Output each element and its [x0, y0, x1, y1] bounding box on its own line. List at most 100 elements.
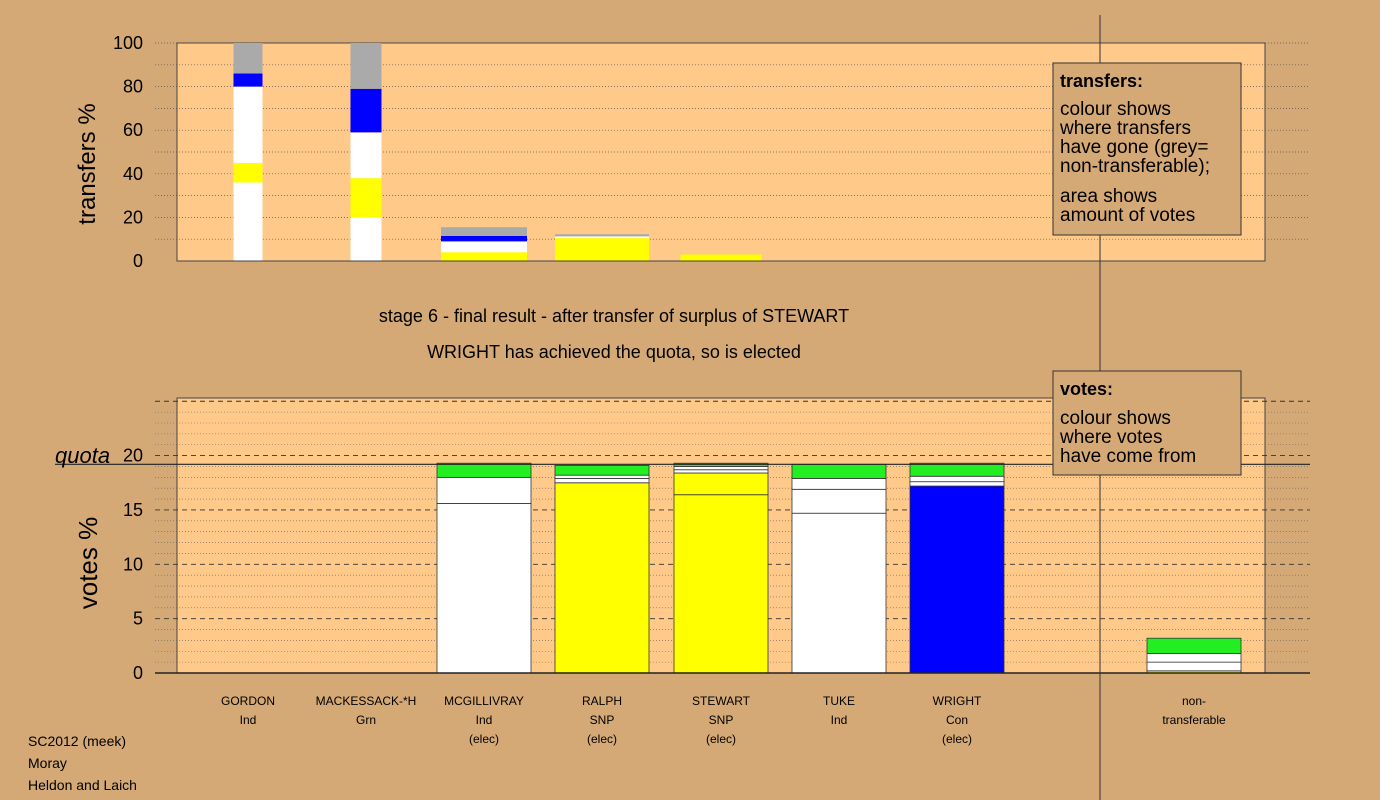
bar-segment: [909, 475, 1005, 483]
tick-label: 15: [123, 500, 143, 520]
transfers-legend-line: where transfers: [1059, 118, 1191, 139]
bar-segment: [909, 481, 1005, 487]
stage-title: stage 6 - final result - after transfer …: [379, 306, 849, 326]
bar-segment: [350, 88, 382, 133]
tick-label: 20: [123, 446, 143, 466]
candidate-labels: GORDON Ind MACKESSACK-*H Grn MCGILLIVRAY Ind (…: [221, 694, 1226, 746]
bar-segment: [350, 217, 382, 261]
candidate-label-line: SNP: [709, 713, 734, 727]
candidate-label-line: Ind: [476, 713, 493, 727]
candidate-label: WRIGHT Con (elec): [933, 694, 982, 746]
transfers-legend-line: area shows: [1060, 186, 1157, 207]
bar-segment: [673, 494, 769, 674]
vote-bar: [673, 462, 769, 674]
bar-segment: [1146, 653, 1242, 663]
transfer-bar: [350, 43, 382, 261]
candidate-label-line: (elec): [706, 732, 736, 746]
votes-axis-label: votes %: [73, 517, 103, 610]
bar-segment: [791, 463, 887, 479]
footer-council: Moray: [28, 755, 67, 771]
vote-bar: [791, 463, 887, 674]
footer-ward: Heldon and Laich: [28, 777, 137, 793]
candidate-label-line: (elec): [469, 732, 499, 746]
candidate-label-line: (elec): [942, 732, 972, 746]
tick-label: 0: [133, 663, 143, 683]
bar-segment: [555, 238, 649, 261]
bar-segment: [1146, 637, 1242, 654]
tick-label: 80: [123, 77, 143, 97]
bar-segment: [673, 472, 769, 496]
bar-segment: [673, 469, 769, 474]
vote-bar: [436, 462, 532, 674]
tick-label: 20: [123, 207, 143, 227]
candidate-label: TUKE Ind: [823, 694, 855, 727]
bar-segment: [233, 86, 263, 163]
transfers-legend-title: transfers:: [1060, 71, 1143, 91]
bar-segment: [909, 485, 1005, 674]
candidate-label-line: Ind: [831, 713, 848, 727]
bar-segment: [436, 503, 532, 674]
tick-label: 40: [123, 164, 143, 184]
bar-segment: [350, 178, 382, 218]
vote-bar: [554, 464, 650, 674]
stage-subtitle: WRIGHT has achieved the quota, so is ele…: [427, 342, 801, 362]
bar-segment: [1146, 661, 1242, 672]
bar-segment: [436, 476, 532, 504]
transfers-legend-line: amount of votes: [1060, 205, 1195, 226]
transfers-legend-line: non-transferable);: [1060, 156, 1210, 177]
transfer-bar: [441, 227, 527, 261]
candidate-label-line: (elec): [587, 732, 617, 746]
quota-label: quota: [55, 443, 110, 468]
candidate-label-line: Grn: [356, 713, 376, 727]
transfer-bar: [680, 254, 762, 261]
candidate-label: MACKESSACK-*H Grn: [316, 694, 417, 727]
transfers-legend: transfers: colour shows where transfers …: [1052, 62, 1242, 236]
footer-election: SC2012 (meek): [28, 733, 126, 749]
candidate-label-line: non-: [1182, 694, 1206, 708]
bar-segment: [441, 252, 527, 261]
tick-label: 10: [123, 554, 143, 574]
candidate-label-line: RALPH: [582, 694, 622, 708]
candidate-label: RALPH SNP (elec): [582, 694, 622, 746]
bar-segment: [436, 462, 532, 478]
bar-segment: [233, 43, 263, 74]
candidate-label: MCGILLIVRAY Ind (elec): [444, 694, 524, 746]
votes-legend-line: have come from: [1060, 446, 1196, 467]
votes-panel: 0 5 10 15 20: [55, 397, 1310, 683]
bar-segment: [554, 464, 650, 476]
bar-segment: [441, 235, 527, 242]
candidate-label: non-transferable: [1162, 694, 1226, 727]
bar-segment: [233, 73, 263, 87]
transfers-legend-line: have gone (grey=: [1060, 137, 1208, 158]
bar-segment: [673, 466, 769, 471]
candidate-label: STEWART SNP (elec): [692, 694, 751, 746]
bar-segment: [554, 474, 650, 479]
bar-segment: [350, 132, 382, 179]
candidate-label: GORDON Ind: [221, 694, 275, 727]
candidate-label-line: transferable: [1162, 713, 1226, 727]
vote-bar: [909, 462, 1005, 674]
bar-segment: [350, 43, 382, 89]
vote-bar: [1146, 637, 1242, 674]
bar-segment: [554, 478, 650, 484]
transfer-bar: [233, 43, 263, 261]
bar-segment: [233, 162, 263, 183]
candidate-label-line: STEWART: [692, 694, 751, 708]
bar-segment: [555, 234, 649, 237]
tick-label: 5: [133, 609, 143, 629]
bar-segment: [791, 512, 887, 674]
transfers-axis-label: transfers %: [74, 103, 101, 224]
candidate-label-line: MACKESSACK-*H: [316, 694, 417, 708]
candidate-label-line: GORDON: [221, 694, 275, 708]
candidate-label-line: TUKE: [823, 694, 855, 708]
transfers-legend-line: colour shows: [1060, 99, 1171, 120]
bar-segment: [554, 482, 650, 674]
bar-segment: [233, 182, 263, 261]
candidate-label-line: Ind: [240, 713, 257, 727]
tick-label: 100: [113, 33, 143, 53]
votes-legend: votes: colour shows where votes have com…: [1052, 370, 1242, 476]
bar-segment: [441, 227, 527, 236]
bar-segment: [791, 478, 887, 490]
candidate-label-line: Con: [946, 713, 968, 727]
candidate-label-line: MCGILLIVRAY: [444, 694, 524, 708]
